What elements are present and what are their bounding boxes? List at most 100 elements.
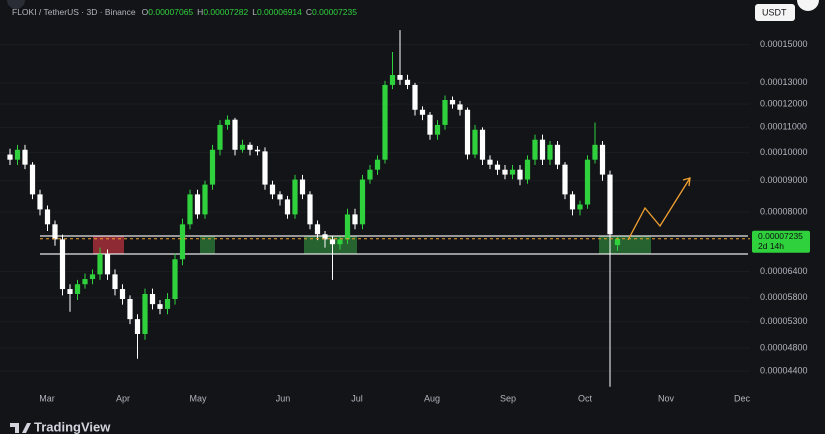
x-tick-label: Apr: [116, 393, 130, 403]
candle-body: [59, 239, 66, 290]
symbol-title: FLOKI / TetherUS · 3D · Binance: [12, 7, 136, 17]
zone-red: [93, 236, 124, 254]
candle-body: [479, 129, 486, 160]
currency: USDT: [762, 7, 787, 17]
zone-green: [304, 236, 357, 254]
candle-body: [67, 289, 73, 294]
candle-body: [487, 159, 493, 165]
candle-body: [494, 164, 501, 170]
candle-body: [157, 304, 163, 309]
ohlc-key: H: [197, 7, 203, 17]
candle-body: [344, 214, 351, 240]
candle-body: [52, 224, 58, 240]
candle-body: [524, 159, 531, 180]
candle-body: [412, 84, 418, 110]
candle-body: [517, 169, 523, 180]
candle-body: [352, 214, 358, 225]
candle-body: [419, 109, 426, 115]
footer: [0, 410, 825, 434]
candle-body: [547, 144, 553, 160]
candle-body: [509, 169, 516, 175]
candle-body: [359, 179, 366, 225]
brand: TradingView: [34, 419, 111, 434]
y-tick-label: 0.00012000: [760, 99, 808, 109]
candle-body: [209, 149, 216, 185]
candle-body: [292, 179, 298, 215]
candle-body: [104, 254, 111, 275]
candle-body: [194, 194, 201, 215]
candle-body: [577, 204, 583, 210]
candle-body: [472, 129, 478, 155]
candle-body: [427, 114, 433, 135]
candle-body: [397, 75, 403, 80]
price-tag: [752, 230, 810, 253]
y-tick-label: 0.00005800: [760, 292, 808, 302]
candle-body: [179, 224, 186, 260]
candle-body: [389, 75, 396, 85]
y-tick-label: 0.00008000: [760, 206, 808, 216]
ohlc: O0.00007065 H0.00007282 L0.00006914 C0.0000…: [142, 7, 358, 17]
candle-body: [89, 274, 96, 280]
y-tick-label: 0.00005300: [760, 316, 808, 326]
y-tick-label: 0.00004400: [760, 366, 808, 376]
x-tick-label: Sep: [500, 393, 516, 403]
candle-body: [202, 184, 208, 215]
candle-body: [254, 149, 261, 152]
y-tick-label: 0.00009000: [760, 175, 808, 185]
x-tick-label: Oct: [578, 393, 593, 403]
arrow-head: [682, 177, 691, 187]
candle-body: [37, 194, 43, 210]
ohlc-key: L: [252, 7, 257, 17]
candle-body: [7, 154, 13, 160]
candle-body: [97, 254, 103, 275]
candle-body: [502, 169, 508, 175]
candle-body: [299, 179, 306, 195]
candle-body: [607, 174, 613, 235]
y-tick-label: 0.00004800: [760, 342, 808, 352]
candle-body: [269, 184, 276, 195]
candle-body: [142, 293, 148, 334]
y-tick-label: 0.00006400: [760, 266, 808, 276]
candle-body: [239, 144, 246, 150]
x-tick-label: Aug: [424, 393, 440, 403]
candles: [7, 30, 750, 387]
candle-body: [44, 209, 51, 225]
x-tick-label: Jul: [351, 393, 363, 403]
candle-body: [127, 299, 133, 320]
candle-body: [119, 289, 126, 300]
candle-body: [22, 149, 28, 165]
candle-body: [277, 194, 283, 200]
y-tick-label: 0.00011000: [760, 122, 807, 132]
projection-arrow: [627, 177, 691, 241]
currency-box[interactable]: [755, 4, 795, 21]
candle-body: [442, 99, 448, 125]
y-tick-label: 0.00015000: [760, 39, 808, 49]
ohlc-key: C: [306, 7, 312, 17]
candle-body: [532, 139, 538, 160]
candle-body: [329, 239, 336, 245]
x-tick-label: Dec: [734, 393, 751, 403]
candle-body: [367, 169, 373, 180]
ohlc-value: 0.00006914: [257, 7, 302, 17]
candle-body: [149, 293, 156, 305]
candle-body: [284, 199, 291, 215]
x-tick-label: Nov: [658, 393, 675, 403]
candle-body: [614, 238, 621, 246]
candle-body: [374, 159, 381, 170]
expand-button[interactable]: [797, 0, 819, 11]
ohlc-key: O: [142, 7, 149, 17]
candle-body: [569, 194, 576, 210]
zone-green: [200, 236, 215, 254]
zone-green: [599, 236, 651, 254]
header: FLOKI / TetherUS · 3D · Binance O0.000070…: [12, 7, 357, 17]
y-tick-label: 0.00010000: [760, 147, 808, 157]
brand-logo: [10, 423, 31, 433]
ohlc-value: 0.00007282: [203, 7, 248, 17]
candle-body: [224, 119, 231, 125]
candle-body: [584, 159, 591, 205]
candle-body: [314, 224, 321, 235]
candle-body: [82, 279, 88, 285]
candle-body: [74, 284, 81, 294]
close-button[interactable]: [7, 0, 25, 9]
